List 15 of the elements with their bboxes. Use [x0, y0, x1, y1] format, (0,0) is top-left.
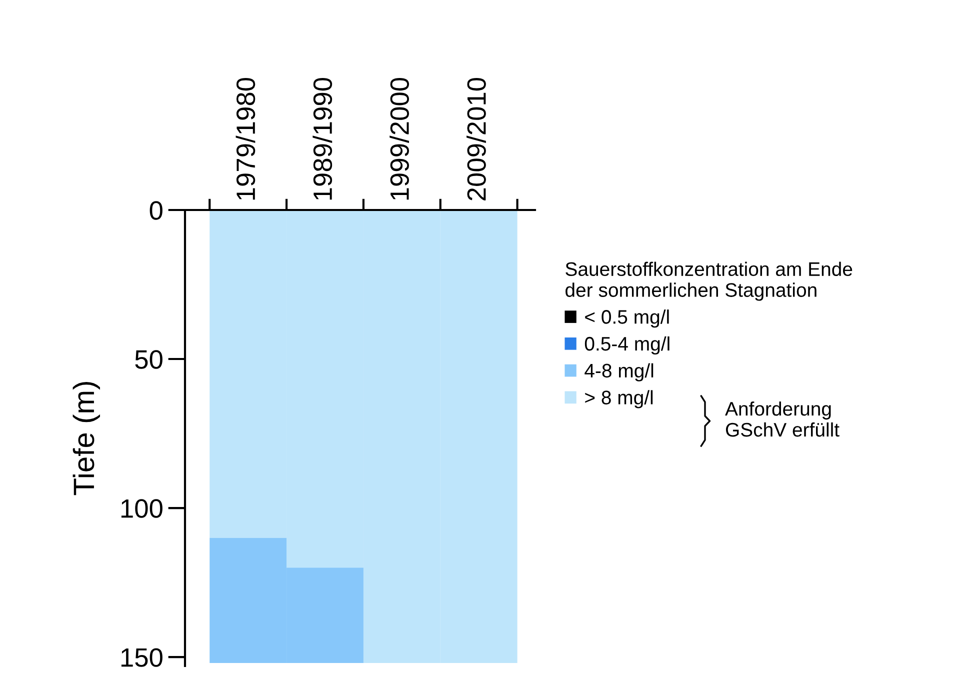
legend-title: Sauerstoffkonzentration am Ende der sommerlichen Stagnation: [566, 262, 852, 301]
y-tick-label: 0: [150, 201, 162, 220]
y-tick-label: 50: [135, 350, 162, 369]
y-tick-label: 150: [121, 648, 162, 667]
x-tick-label: 1979/1980: [236, 78, 256, 200]
y-axis-title: Tiefe (m): [72, 382, 100, 496]
text: Anforderung GSchV erfüllt: [725, 401, 840, 437]
legend-label: > 8 mg/l: [585, 390, 653, 408]
x-tick-label: 1999/2000: [390, 78, 410, 200]
x-tick-label: 1989/1990: [312, 78, 332, 200]
x-tick-label: 2009/2010: [466, 78, 486, 200]
y-tick-label: 100: [121, 499, 162, 518]
legend-label: 0.5-4 mg/l: [584, 336, 670, 355]
legend-label: < 0.5 mg/l: [585, 310, 669, 328]
legend-label: 4-8 mg/l: [584, 363, 654, 382]
